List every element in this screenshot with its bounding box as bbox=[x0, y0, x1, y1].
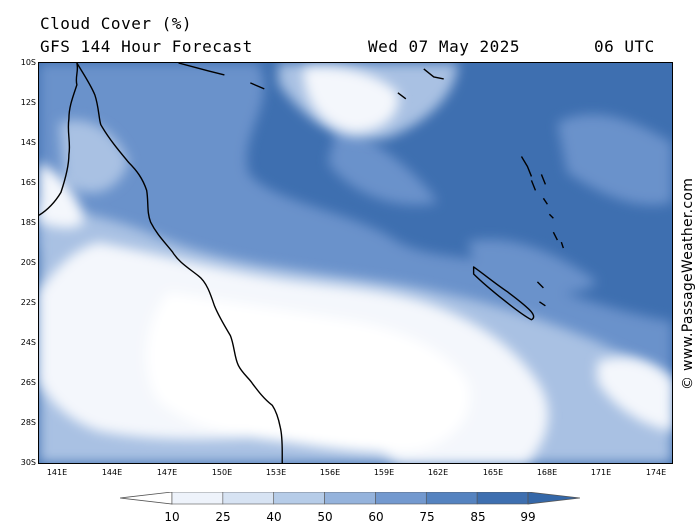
legend-scale bbox=[171, 492, 529, 505]
lon-label: 171E bbox=[590, 468, 612, 477]
lat-label: 24S bbox=[20, 338, 36, 347]
lon-label: 141E bbox=[46, 468, 68, 477]
lat-label: 30S bbox=[20, 458, 36, 467]
cloud-cover-map bbox=[38, 62, 673, 464]
lon-label: 147E bbox=[156, 468, 178, 477]
lat-label: 10S bbox=[20, 58, 36, 67]
cloud-layer-clear bbox=[39, 66, 672, 463]
coastlines bbox=[39, 63, 565, 463]
legend-label: 40 bbox=[266, 510, 282, 524]
forecast-time: 06 UTC bbox=[594, 37, 655, 56]
lat-label: 18S bbox=[20, 218, 36, 227]
legend-label: 10 bbox=[164, 510, 180, 524]
lat-label: 28S bbox=[20, 418, 36, 427]
site-credit: © www.PassageWeather.com bbox=[680, 177, 696, 390]
australia-coast bbox=[39, 63, 283, 463]
legend-arrow-high bbox=[527, 492, 580, 505]
lon-label: 156E bbox=[319, 468, 341, 477]
new-caledonia-coast bbox=[472, 266, 535, 321]
vanuatu-islands bbox=[520, 156, 565, 249]
lon-label: 165E bbox=[482, 468, 504, 477]
lon-label: 162E bbox=[427, 468, 449, 477]
legend-arrow-low bbox=[120, 492, 173, 505]
loyalty-islands bbox=[536, 281, 546, 307]
lon-label: 144E bbox=[101, 468, 123, 477]
legend-swatch bbox=[425, 492, 478, 505]
forecast-date: Wed 07 May 2025 bbox=[368, 37, 520, 56]
lon-label: 168E bbox=[536, 468, 558, 477]
lon-label: 153E bbox=[265, 468, 287, 477]
legend-label: 25 bbox=[215, 510, 231, 524]
lat-label: 22S bbox=[20, 298, 36, 307]
legend-swatch bbox=[171, 492, 224, 505]
cloud-layer-mid bbox=[39, 63, 672, 392]
lat-label: 26S bbox=[20, 378, 36, 387]
legend-swatch bbox=[273, 492, 325, 505]
legend-swatch bbox=[222, 492, 275, 505]
forecast-label: GFS 144 Hour Forecast bbox=[40, 37, 253, 56]
legend-swatch bbox=[476, 492, 529, 505]
lat-label: 16S bbox=[20, 178, 36, 187]
solomon-islands bbox=[178, 63, 444, 100]
lon-label: 159E bbox=[373, 468, 395, 477]
lon-label: 150E bbox=[211, 468, 233, 477]
legend-swatch bbox=[324, 492, 376, 505]
lat-label: 20S bbox=[20, 258, 36, 267]
color-legend bbox=[120, 492, 580, 505]
legend-label: 75 bbox=[419, 510, 435, 524]
lat-label: 12S bbox=[20, 98, 36, 107]
lat-label: 14S bbox=[20, 138, 36, 147]
legend-label: 50 bbox=[317, 510, 333, 524]
chart-title: Cloud Cover (%) bbox=[40, 14, 192, 33]
legend-label: 85 bbox=[470, 510, 486, 524]
legend-label: 99 bbox=[520, 510, 536, 524]
lon-label: 174E bbox=[645, 468, 667, 477]
legend-label: 60 bbox=[368, 510, 384, 524]
legend-swatch bbox=[375, 492, 427, 505]
